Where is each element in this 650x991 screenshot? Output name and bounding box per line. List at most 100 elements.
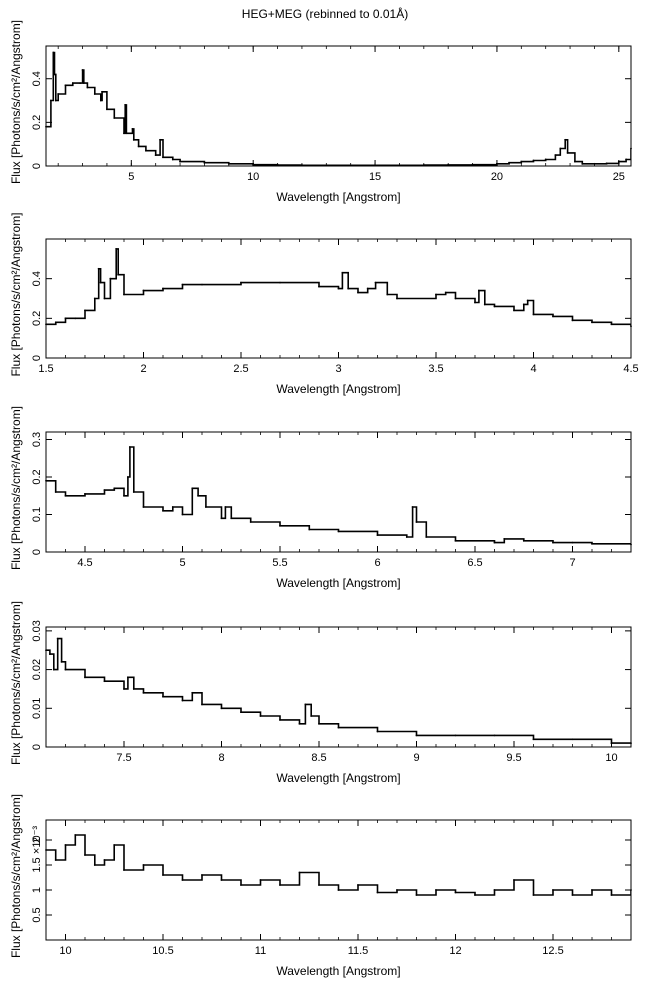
chart-panel-1: 5 10 15 20 25 0 0.2 0.4 Wavelength [Angstrom] Flu… [9, 20, 632, 204]
x-axis-label: Wavelength [Angstrom] [276, 576, 400, 590]
data-point [552, 315, 554, 318]
data-point [49, 99, 52, 102]
data-point [249, 521, 252, 523]
data-point [552, 889, 554, 891]
y-axis-label: Flux [Photons/s/cm²/Angstrom] [9, 212, 23, 376]
y-axis-label: Flux [Photons/s/cm²/Angstrom] [9, 794, 23, 958]
data-point [304, 703, 307, 706]
data-point [581, 162, 584, 165]
x-tick-label: 5 [179, 557, 185, 569]
data-point [625, 158, 628, 161]
data-point [559, 147, 562, 150]
data-point [82, 82, 85, 84]
data-point [113, 117, 116, 119]
x-tick-label: 1.5 [38, 363, 53, 375]
x-tick-label: 2.5 [233, 363, 248, 375]
x-tick-label: 20 [491, 171, 503, 183]
data-point [376, 891, 379, 894]
spectrum-line-1 [46, 51, 631, 166]
x-tick-label: 12.5 [542, 945, 563, 957]
data-point [203, 161, 206, 164]
chart-panel-4: 7.5 8 8.5 9 9.5 10 0 0.01 0.02 0.03 Wavelength [An… [9, 601, 632, 785]
x-axis-label: Wavelength [Angstrom] [276, 771, 400, 785]
x-tick-label: 8.5 [311, 752, 326, 764]
data-point [64, 668, 67, 671]
data-point [337, 726, 340, 729]
data-point [191, 691, 194, 694]
data-point [52, 51, 55, 54]
data-point [325, 164, 328, 167]
data-point [205, 506, 207, 508]
data-point [610, 894, 613, 896]
data-point [435, 293, 437, 296]
data-point [115, 248, 118, 250]
data-point [532, 159, 535, 162]
data-point [103, 489, 106, 492]
data-point [630, 325, 632, 328]
data-point [376, 534, 379, 537]
data-point [240, 884, 242, 886]
data-point [53, 73, 56, 76]
data-point [179, 160, 181, 163]
data-point [113, 844, 116, 846]
x-tick-label: 15 [369, 171, 381, 183]
data-point [259, 879, 262, 881]
data-point [127, 476, 129, 478]
data-point [159, 138, 161, 141]
x-tick-label: 10 [605, 752, 617, 764]
data-point [454, 297, 457, 300]
data-point [84, 309, 86, 312]
data-point [454, 539, 457, 542]
data-point [74, 317, 77, 320]
chart-panel-2: 1.5 2 2.5 3 3.5 4 4.5 0 0.2 0.4 Wavelength [Angstr… [9, 212, 639, 396]
data-point [171, 158, 174, 161]
data-point [52, 668, 55, 671]
data-point [162, 874, 164, 876]
data-point [279, 281, 281, 284]
y-tick-label: 0.02 [31, 659, 43, 680]
x-tick-label: 10.5 [152, 945, 173, 957]
spectrum-line-1 [46, 834, 631, 896]
x-tick-label: 2 [140, 363, 146, 375]
data-point [513, 879, 515, 881]
data-point [64, 84, 67, 87]
data-point [60, 660, 63, 663]
data-point [49, 653, 51, 655]
data-point [197, 494, 200, 497]
data-point [591, 889, 593, 891]
spectrum-line-1 [46, 446, 631, 545]
data-point [54, 491, 57, 493]
data-point [366, 287, 369, 290]
x-tick-label: 5 [128, 171, 134, 183]
data-point [630, 889, 632, 891]
x-tick-label: 10 [59, 945, 71, 957]
x-tick-label: 11 [255, 945, 266, 957]
chart-panel-5: 10 10.5 11 11.5 12 12.50.511.52×10⁻³Wavelengt… [9, 794, 632, 978]
data-point [142, 864, 145, 866]
y-tick-label: 0.2 [31, 469, 43, 484]
y-tick-label: 0 [31, 549, 43, 555]
data-point [162, 287, 164, 290]
data-point [132, 138, 135, 141]
y-tick-label: 0 [31, 744, 43, 750]
data-point [591, 542, 593, 545]
data-point [74, 834, 77, 836]
plot-frame [45, 45, 632, 167]
data-point [593, 162, 596, 165]
y-tick-label: 0.2 [31, 115, 43, 130]
data-point [132, 491, 135, 493]
data-point [347, 287, 350, 290]
data-point [123, 293, 125, 296]
data-point [520, 160, 523, 163]
data-point [142, 289, 145, 292]
data-point [181, 699, 184, 702]
data-point [220, 517, 223, 520]
data-point [454, 891, 457, 894]
data-point [276, 164, 279, 167]
y-axis-label: Flux [Photons/s/cm²/Angstrom] [9, 20, 23, 184]
data-point [571, 738, 574, 741]
data-point [54, 859, 57, 861]
data-point [128, 446, 131, 448]
data-point [201, 283, 203, 286]
